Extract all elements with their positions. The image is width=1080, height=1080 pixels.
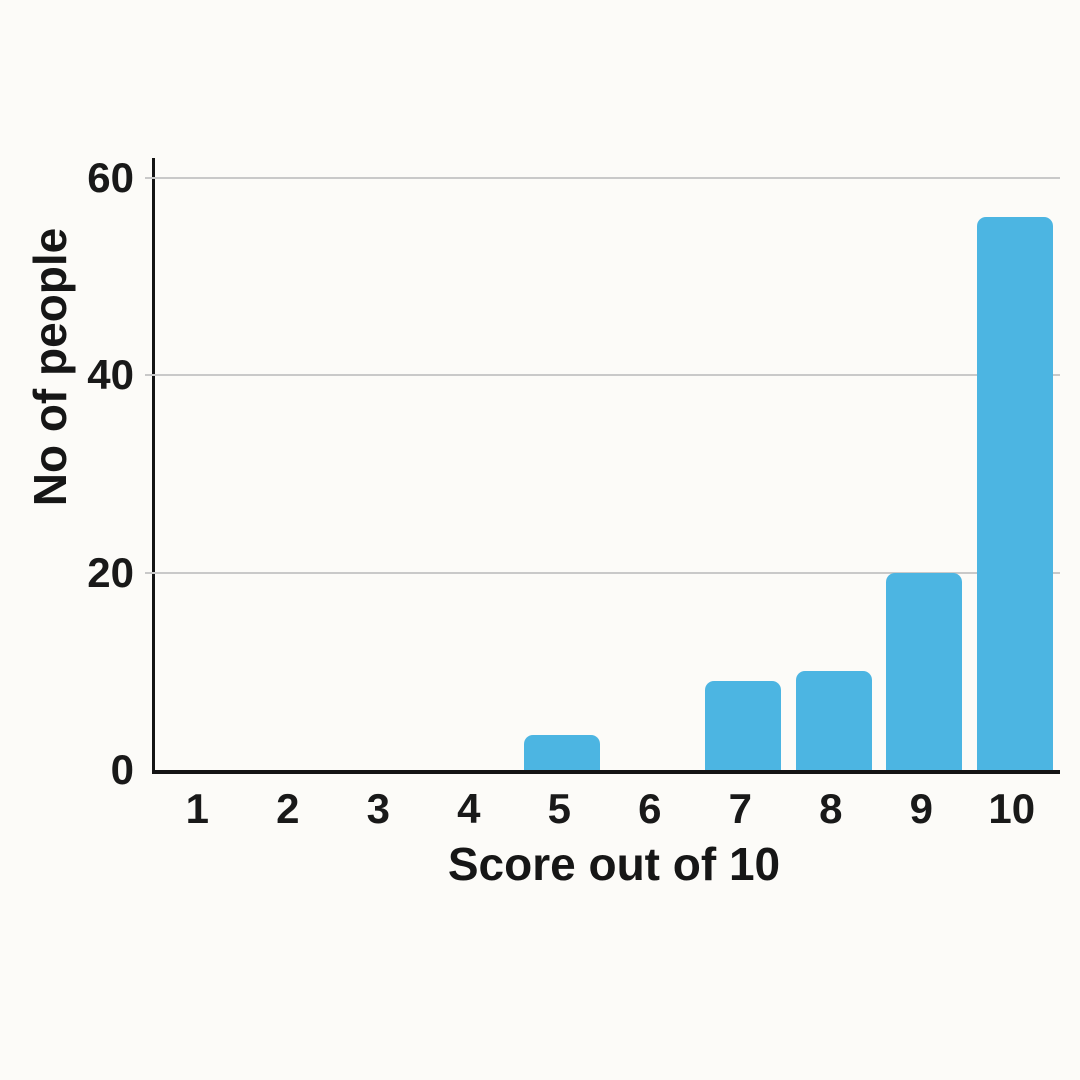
x-tick-label-5: 5 xyxy=(547,785,571,832)
x-tick-label-9: 9 xyxy=(909,785,933,832)
plot-area xyxy=(145,158,1060,774)
x-tick-label-10: 10 xyxy=(988,785,1036,832)
x-tick-label-3: 3 xyxy=(366,785,390,832)
gridline-y-40 xyxy=(145,374,1060,377)
bar-score-9 xyxy=(886,572,963,770)
x-tick-label-4: 4 xyxy=(457,785,481,832)
y-tick-label-60: 60 xyxy=(87,153,134,201)
bar-score-7 xyxy=(705,681,782,770)
gridline-y-20 xyxy=(145,571,1060,574)
x-tick-label-1: 1 xyxy=(185,785,209,832)
x-axis-title: Score out of 10 xyxy=(447,838,781,890)
x-tick-label-8: 8 xyxy=(819,785,843,832)
bar-score-5 xyxy=(524,735,601,770)
y-tick-label-20: 20 xyxy=(87,548,134,596)
y-tick-label-0: 0 xyxy=(110,746,134,793)
bar-score-10 xyxy=(976,217,1053,770)
x-tick-label-6: 6 xyxy=(638,785,662,832)
y-tick-label-40: 40 xyxy=(87,351,134,399)
bar-score-8 xyxy=(795,671,872,770)
gridline-y-60 xyxy=(145,176,1060,179)
x-tick-label-2: 2 xyxy=(276,785,300,832)
x-tick-label-7: 7 xyxy=(728,785,752,832)
